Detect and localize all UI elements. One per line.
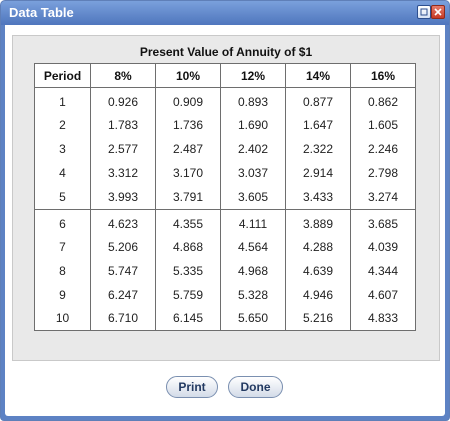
value-cell: 5.747 [90, 258, 156, 283]
column-header: 8% [90, 63, 156, 88]
column-header: 10% [155, 63, 221, 88]
value-cell: 5.650 [220, 306, 286, 331]
value-cell: 4.946 [285, 282, 351, 307]
done-button[interactable]: Done [228, 376, 283, 398]
value-cell: 5.206 [90, 234, 156, 259]
close-icon [434, 8, 442, 16]
value-cell: 4.039 [350, 234, 416, 259]
period-cell: 6 [34, 208, 91, 235]
table-row: 2 1.783 1.736 1.690 1.647 1.605 [34, 113, 416, 137]
table-row: 1 0.926 0.909 0.893 0.877 0.862 [34, 87, 416, 113]
table-row: 10 6.710 6.145 5.650 5.216 4.833 [34, 306, 416, 331]
value-cell: 0.926 [90, 87, 156, 113]
value-cell: 3.433 [285, 185, 351, 209]
table-body-periods-6-10: 6 4.623 4.355 4.111 3.889 3.685 7 5.206 … [34, 208, 416, 331]
value-cell: 4.623 [90, 208, 156, 235]
value-cell: 3.889 [285, 208, 351, 235]
value-cell: 0.862 [350, 87, 416, 113]
header-row: Period 8% 10% 12% 14% 16% [34, 63, 416, 88]
value-cell: 6.710 [90, 306, 156, 331]
period-cell: 5 [34, 185, 91, 209]
period-cell: 1 [34, 87, 91, 113]
value-cell: 1.690 [220, 113, 286, 137]
value-cell: 5.328 [220, 282, 286, 307]
period-cell: 7 [34, 234, 91, 259]
period-cell: 3 [34, 137, 91, 161]
value-cell: 4.868 [155, 234, 221, 259]
value-cell: 5.335 [155, 258, 221, 283]
value-cell: 0.893 [220, 87, 286, 113]
column-header: 14% [285, 63, 351, 88]
value-cell: 4.639 [285, 258, 351, 283]
value-cell: 2.914 [285, 161, 351, 185]
window-content: Present Value of Annuity of $1 Period 8%… [5, 25, 445, 416]
table-row: 4 3.312 3.170 3.037 2.914 2.798 [34, 161, 416, 185]
value-cell: 6.145 [155, 306, 221, 331]
value-cell: 6.247 [90, 282, 156, 307]
value-cell: 0.909 [155, 87, 221, 113]
period-cell: 9 [34, 282, 91, 307]
value-cell: 5.216 [285, 306, 351, 331]
value-cell: 1.647 [285, 113, 351, 137]
period-cell: 10 [34, 306, 91, 331]
table-row: 9 6.247 5.759 5.328 4.946 4.607 [34, 282, 416, 307]
value-cell: 2.798 [350, 161, 416, 185]
value-cell: 1.605 [350, 113, 416, 137]
table-row: 8 5.747 5.335 4.968 4.639 4.344 [34, 258, 416, 283]
value-cell: 4.111 [220, 208, 286, 235]
table-title: Present Value of Annuity of $1 [139, 45, 313, 59]
value-cell: 1.736 [155, 113, 221, 137]
value-cell: 3.170 [155, 161, 221, 185]
value-cell: 3.605 [220, 185, 286, 209]
table-row: 3 2.577 2.487 2.402 2.322 2.246 [34, 137, 416, 161]
column-header: Period [34, 63, 91, 88]
column-header: 16% [350, 63, 416, 88]
value-cell: 2.322 [285, 137, 351, 161]
table-row: 6 4.623 4.355 4.111 3.889 3.685 [34, 208, 416, 235]
value-cell: 2.487 [155, 137, 221, 161]
value-cell: 1.783 [90, 113, 156, 137]
column-header: 12% [220, 63, 286, 88]
value-cell: 4.564 [220, 234, 286, 259]
table-row: 5 3.993 3.791 3.605 3.433 3.274 [34, 185, 416, 209]
table-body-periods-1-5: 1 0.926 0.909 0.893 0.877 0.862 2 1.783 … [34, 87, 416, 209]
value-cell: 3.312 [90, 161, 156, 185]
minimize-button[interactable] [417, 5, 431, 19]
value-cell: 3.274 [350, 185, 416, 209]
period-cell: 4 [34, 161, 91, 185]
title-bar[interactable]: Data Table [1, 1, 449, 25]
value-cell: 0.877 [285, 87, 351, 113]
close-button[interactable] [431, 5, 445, 19]
period-cell: 2 [34, 113, 91, 137]
value-cell: 5.759 [155, 282, 221, 307]
value-cell: 3.037 [220, 161, 286, 185]
value-cell: 2.246 [350, 137, 416, 161]
value-cell: 3.993 [90, 185, 156, 209]
value-cell: 2.577 [90, 137, 156, 161]
value-cell: 4.607 [350, 282, 416, 307]
value-cell: 4.344 [350, 258, 416, 283]
value-cell: 3.791 [155, 185, 221, 209]
value-cell: 2.402 [220, 137, 286, 161]
value-cell: 4.833 [350, 306, 416, 331]
value-cell: 3.685 [350, 208, 416, 235]
window-title: Data Table [9, 5, 74, 20]
table-panel: Present Value of Annuity of $1 Period 8%… [12, 35, 440, 361]
minimize-icon [420, 8, 428, 16]
value-cell: 4.355 [155, 208, 221, 235]
value-cell: 4.968 [220, 258, 286, 283]
period-cell: 8 [34, 258, 91, 283]
value-cell: 4.288 [285, 234, 351, 259]
annuity-table: Period 8% 10% 12% 14% 16% 1 0.926 0.909 … [34, 63, 416, 331]
print-button[interactable]: Print [166, 376, 218, 398]
table-row: 7 5.206 4.868 4.564 4.288 4.039 [34, 234, 416, 259]
